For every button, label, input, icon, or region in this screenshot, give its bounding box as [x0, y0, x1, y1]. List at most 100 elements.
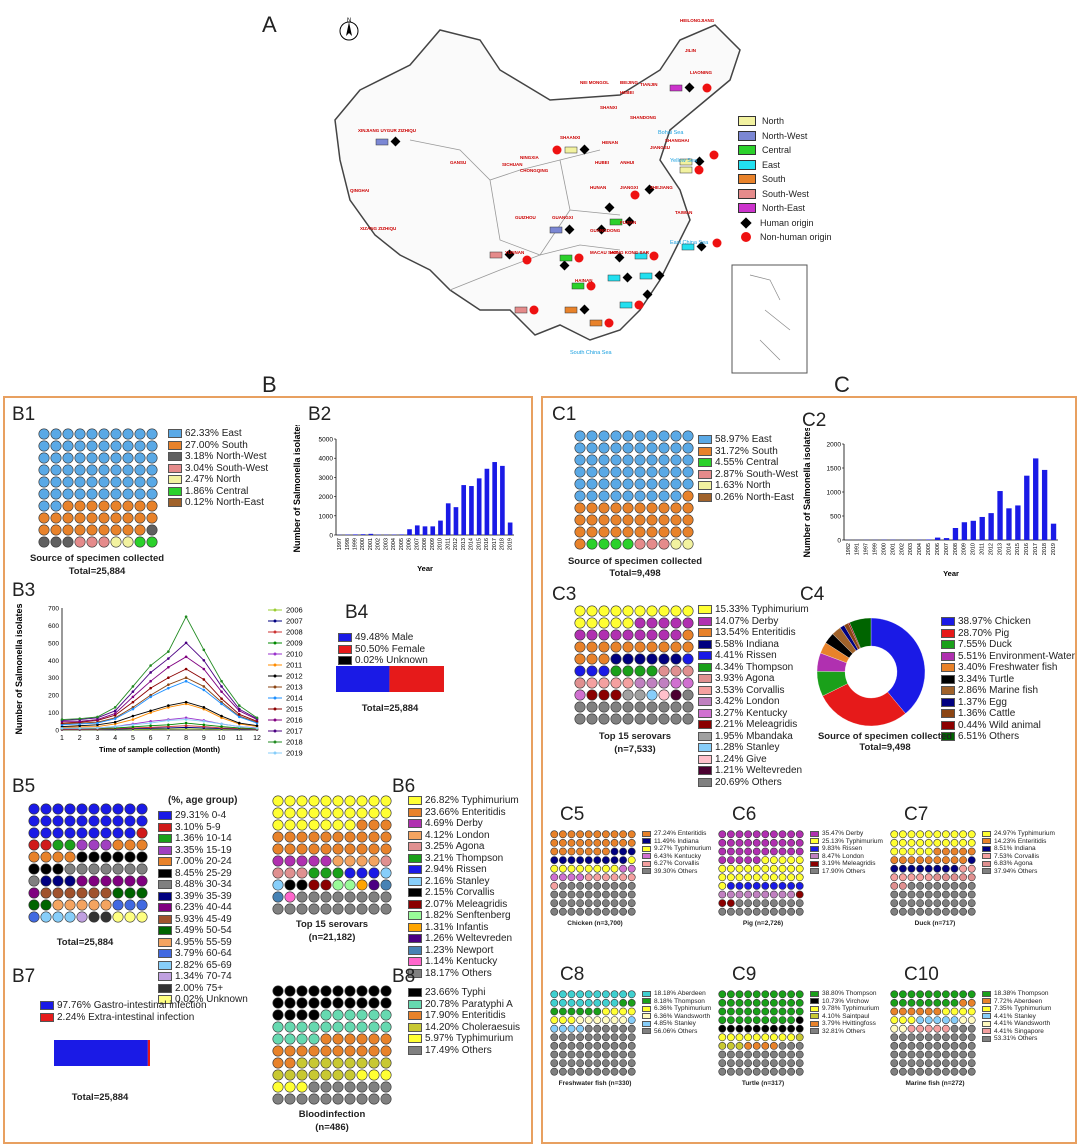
waffle-dot [356, 795, 368, 807]
province-label: FUJIAN [620, 220, 637, 225]
waffle-dot [598, 641, 610, 653]
series-point [202, 667, 206, 671]
waffle-dot [770, 1016, 778, 1024]
bar [997, 491, 1003, 540]
waffle-dot [752, 998, 761, 1007]
x-tick-label: 2014 [1006, 543, 1012, 555]
china-map-svg [334, 24, 808, 374]
series-point [255, 716, 259, 720]
waffle-dot [110, 500, 122, 512]
waffle-dot [795, 838, 804, 847]
waffle-dot [610, 526, 622, 538]
waffle-dot [593, 838, 602, 847]
waffle-dot [38, 452, 50, 464]
waffle-dot [916, 1050, 924, 1059]
waffle-dot [610, 907, 619, 916]
waffle-dot [380, 903, 392, 915]
waffle-dot [74, 476, 86, 488]
waffle-dot [726, 1042, 735, 1050]
legend-item: 50.50% Female [338, 644, 428, 656]
legend-label: 18.17% Others [425, 967, 492, 979]
legend-label: 6.36% Typhimurium [654, 1005, 712, 1012]
waffle-dot [567, 864, 576, 873]
waffle-dot [670, 629, 682, 641]
x-tick-label: 1997 [864, 543, 870, 555]
waffle-dot [368, 903, 380, 915]
region-marker [571, 282, 585, 290]
x-tick-label: 2006 [935, 543, 941, 555]
waffle-dot [907, 1067, 916, 1076]
waffle-dot [122, 476, 134, 488]
legend-label: 15.33% Typhimurium [715, 604, 809, 615]
waffle-dot [558, 1024, 567, 1033]
legend-label: 3.79% Hvittingfoss [822, 1020, 876, 1027]
waffle-dot [916, 873, 924, 882]
waffle-dot [368, 1009, 380, 1021]
waffle-dot [550, 1067, 559, 1076]
legend-swatch [982, 1005, 991, 1012]
x-tick-label: 2012 [988, 543, 994, 555]
waffle-dot [627, 830, 636, 839]
waffle-dot [332, 997, 344, 1009]
waffle-dot [122, 452, 134, 464]
waffle-dot [744, 1067, 752, 1076]
waffle-dot [622, 454, 634, 466]
legend-label: 3.93% Agona [715, 673, 775, 684]
legend-item: 9.27% Typhimurium [642, 845, 711, 853]
bar [934, 537, 941, 540]
waffle-dot [356, 855, 368, 867]
x-tick-label: 7 [166, 735, 170, 742]
waffle-dot [598, 466, 610, 478]
series-point [184, 700, 188, 704]
x-tick-label: 2006 [407, 538, 413, 550]
x-axis-label: Year [943, 569, 959, 578]
waffle-dot [726, 907, 735, 916]
waffle-dot [924, 864, 933, 873]
y-tick-label: 500 [48, 640, 59, 647]
x-tick-label: 2008 [422, 538, 428, 550]
waffle-dot [718, 998, 727, 1007]
waffle-dot [296, 1033, 308, 1045]
legend-item: 1.31% Infantis [408, 922, 519, 934]
legend-swatch [698, 674, 712, 684]
waffle-dot [28, 875, 40, 887]
waffle-dot [296, 831, 308, 843]
legend-swatch [158, 960, 172, 970]
legend-swatch [810, 845, 819, 852]
waffle-dot [308, 867, 320, 879]
waffle-dot [574, 641, 586, 653]
waffle-dot [86, 524, 98, 536]
legend-item: 39.30% Others [642, 868, 711, 876]
waffle-dot [272, 879, 284, 891]
waffle-dot [380, 1033, 392, 1045]
legend-label: 2012 [286, 672, 303, 681]
waffle-dot [682, 677, 694, 689]
waffle-dot [320, 997, 332, 1009]
legend-item: 4.41% Singapore [982, 1028, 1051, 1036]
panel-A-label: A [262, 12, 277, 37]
waffle-dot [735, 1059, 744, 1067]
legend-swatch [40, 1001, 54, 1011]
y-tick-label: 700 [48, 606, 59, 613]
waffle-dot [627, 838, 636, 847]
waffle-dot [112, 815, 124, 827]
y-tick-label: 600 [48, 623, 59, 630]
human-origin-marker [579, 144, 590, 155]
waffle-dot [627, 907, 636, 916]
waffle-dot [586, 677, 598, 689]
waffle-dot [942, 907, 950, 916]
waffle-dot [576, 1007, 584, 1016]
legend-item: 3.04% South-West [168, 463, 268, 475]
waffle-dot [356, 1021, 368, 1033]
waffle-dot [967, 1016, 976, 1024]
waffle-dot [718, 907, 727, 916]
waffle-dot [284, 1057, 296, 1069]
legend-item: 0.12% North-East [168, 497, 268, 509]
waffle-dot [576, 1059, 584, 1067]
waffle-dot [967, 1033, 976, 1042]
waffle-dot [916, 830, 924, 839]
waffle-dot [586, 514, 598, 526]
waffle-dot [52, 899, 64, 911]
waffle-dot [634, 665, 646, 677]
waffle-dot [634, 502, 646, 514]
